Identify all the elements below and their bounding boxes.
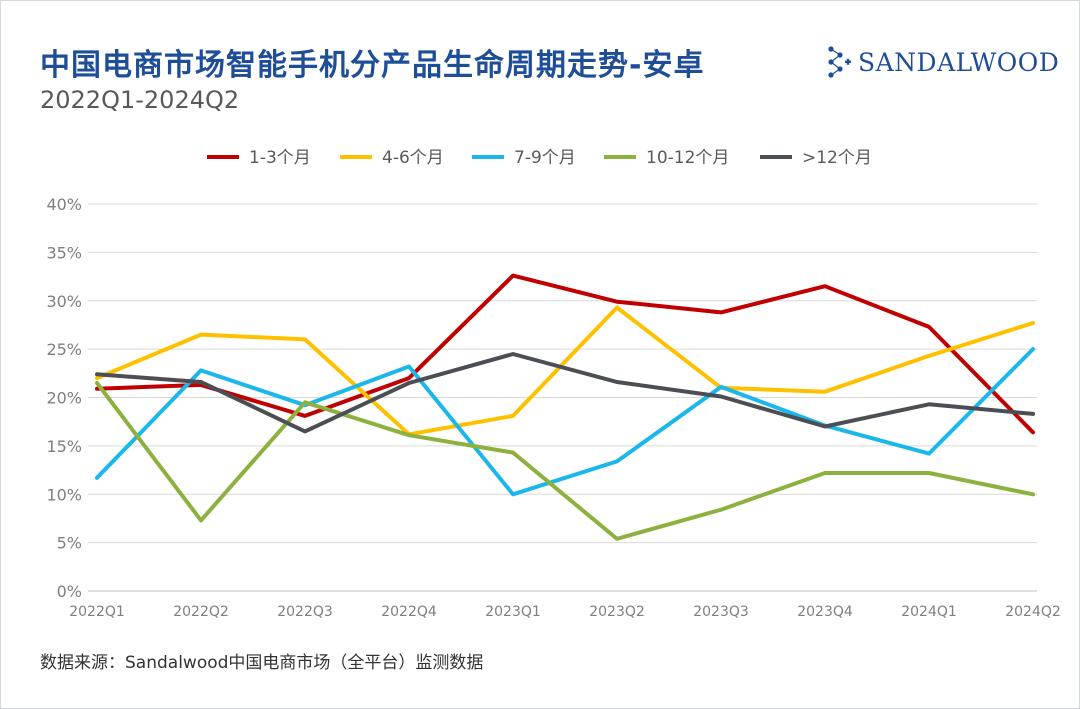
chart-subtitle: 2022Q1-2024Q2 — [40, 86, 240, 114]
legend-item: 1-3个月 — [207, 148, 311, 168]
data-source-note: 数据来源：Sandalwood中国电商市场（全平台）监测数据 — [40, 653, 484, 673]
x-tick-label: 2023Q2 — [589, 604, 645, 620]
x-tick-label: 2022Q3 — [277, 604, 333, 620]
legend-label: 7-9个月 — [514, 148, 576, 168]
y-tick-label: 40% — [46, 195, 82, 214]
x-tick-label: 2024Q2 — [1005, 604, 1061, 620]
legend-item: 4-6个月 — [340, 148, 444, 168]
x-tick-label: 2022Q4 — [381, 604, 437, 620]
legend-label: 10-12个月 — [646, 148, 729, 168]
series-line-1 — [95, 273, 1035, 435]
x-tick-label: 2022Q1 — [69, 604, 125, 620]
series-line-3 — [95, 347, 1035, 497]
y-tick-label: 25% — [46, 340, 82, 359]
y-tick-label: 20% — [46, 389, 82, 408]
x-axis-labels: 2022Q1 2022Q2 2022Q3 2022Q4 2023Q1 2023Q2 2023… — [69, 604, 1061, 620]
legend-item: >12个月 — [760, 148, 872, 168]
x-tick-label: 2023Q3 — [693, 604, 749, 620]
legend-item: 10-12个月 — [604, 148, 729, 168]
y-tick-label: 0% — [57, 582, 82, 601]
y-tick-label: 15% — [46, 437, 82, 456]
series-line-5 — [95, 352, 1035, 434]
y-tick-label: 5% — [57, 534, 82, 553]
chart-title: 中国电商市场智能手机分产品生命周期走势-安卓 — [40, 48, 705, 83]
x-tick-label: 2024Q1 — [901, 604, 957, 620]
y-tick-label: 35% — [46, 243, 82, 262]
y-axis-labels: 0% 5% 10% 15% 20% 25% 30% 35% 40% — [46, 195, 82, 601]
legend: 1-3个月 4-6个月 7-9个月 10-12个月 >12个月 — [207, 148, 872, 168]
legend-label: 1-3个月 — [249, 148, 311, 168]
series-line-2 — [95, 305, 1035, 437]
brand-logo: SANDALWOOD — [826, 44, 1059, 80]
legend-item: 7-9个月 — [472, 148, 576, 168]
x-tick-label: 2022Q2 — [173, 604, 229, 620]
gridlines — [88, 203, 1037, 592]
legend-label: >12个月 — [802, 148, 872, 168]
x-tick-label: 2023Q4 — [797, 604, 853, 620]
legend-label: 4-6个月 — [382, 148, 444, 168]
x-tick-label: 2023Q1 — [485, 604, 541, 620]
y-tick-label: 10% — [46, 485, 82, 504]
sandalwood-logo-icon — [828, 46, 851, 78]
brand-name: SANDALWOOD — [858, 47, 1060, 77]
series-line-4 — [95, 381, 1035, 541]
y-tick-label: 30% — [46, 292, 82, 311]
